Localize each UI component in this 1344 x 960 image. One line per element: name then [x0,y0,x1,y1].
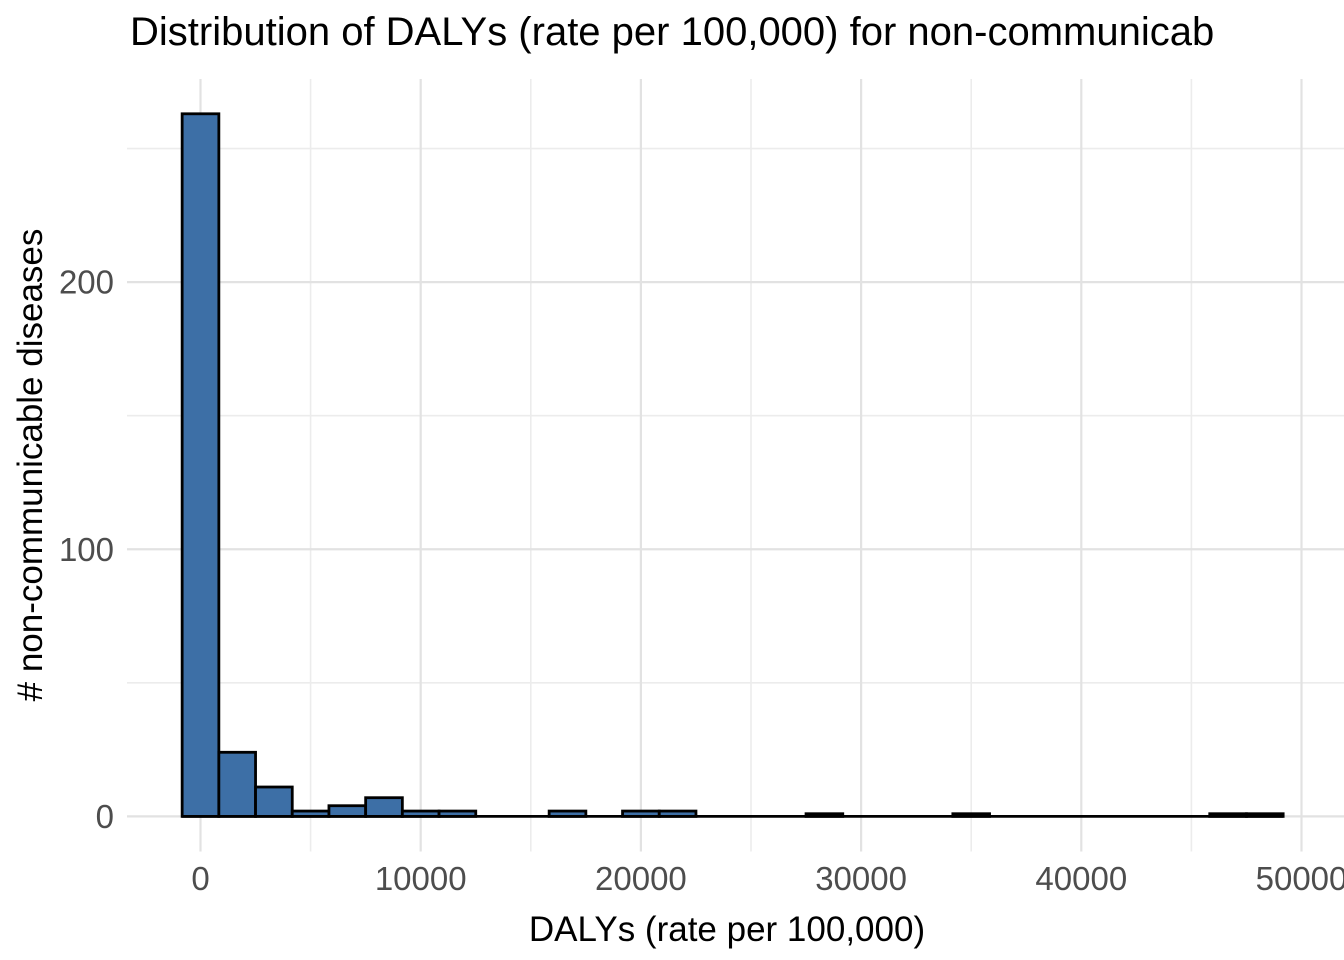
x-axis-title: DALYs (rate per 100,000) [529,910,925,949]
x-tick-label: 0 [191,860,209,897]
y-tick-label: 100 [59,531,114,568]
x-tick-label: 40000 [1035,860,1127,897]
histogram-bar [180,112,221,818]
grid-minor-layer [127,79,1344,852]
histogram-bar [657,809,698,818]
bars-layer [180,112,1285,818]
x-tick-label: 50000 [1256,860,1344,897]
histogram-bar [621,809,661,818]
histogram-bar [437,809,478,818]
histogram-bar [1245,812,1285,818]
tick-labels-layer: 0 10000 20000 30000 40000 50000 0 100 200 [59,264,1344,897]
grid-major-layer [127,79,1344,852]
histogram-bar [547,809,588,818]
histogram-bar [400,809,441,818]
histogram-bar [290,809,331,818]
y-tick-label: 200 [59,264,114,301]
y-axis-title: # non-communicable diseases [11,229,50,702]
plot-title: Distribution of DALYs (rate per 100,000)… [130,10,1214,54]
histogram-bar [327,804,368,818]
histogram-bar [364,796,404,818]
histogram-bar [217,750,257,818]
x-tick-label: 10000 [375,860,467,897]
histogram-bar [951,812,991,818]
x-tick-label: 20000 [595,860,687,897]
y-tick-label: 0 [96,798,114,835]
histogram-bar [1208,812,1248,818]
x-tick-label: 30000 [815,860,907,897]
histogram-bar [254,785,294,818]
histogram-bar [804,812,845,818]
